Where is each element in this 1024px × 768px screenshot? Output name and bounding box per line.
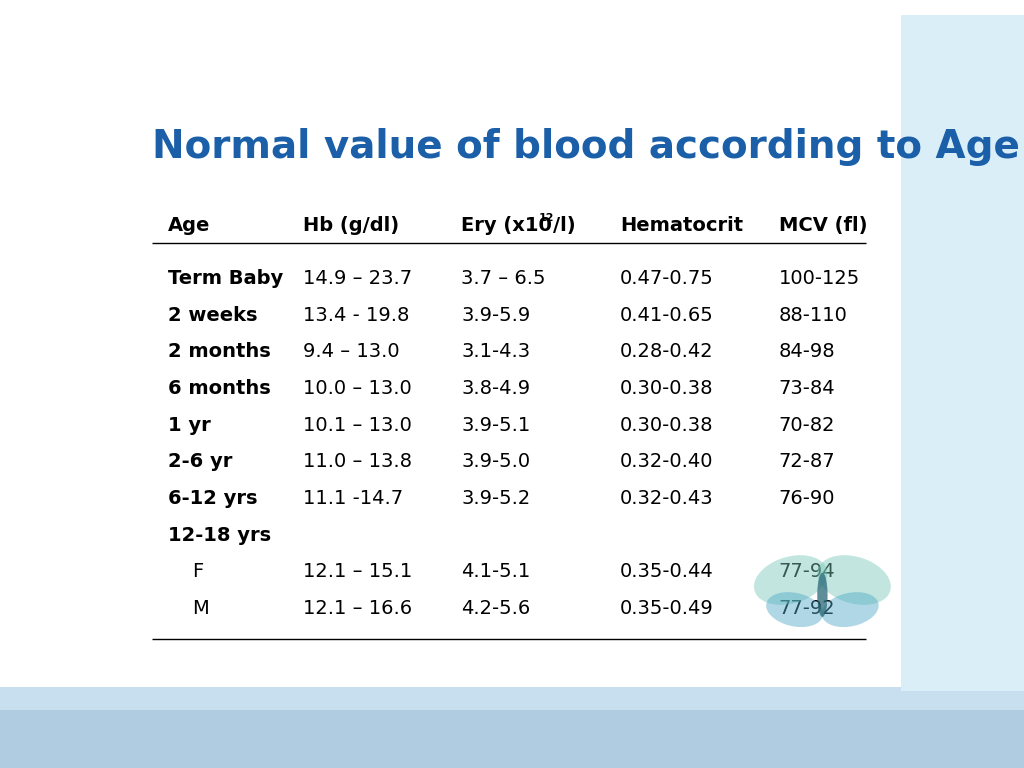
Text: 3.7 – 6.5: 3.7 – 6.5 [461,269,546,288]
Text: Term Baby: Term Baby [168,269,283,288]
Text: 84-98: 84-98 [778,343,836,361]
Text: 0.47-0.75: 0.47-0.75 [620,269,714,288]
Text: 12-18 yrs: 12-18 yrs [168,525,270,545]
Text: 73-84: 73-84 [778,379,836,398]
Text: 88-110: 88-110 [778,306,848,325]
Text: 10.1 – 13.0: 10.1 – 13.0 [303,415,412,435]
Text: 0.30-0.38: 0.30-0.38 [620,415,714,435]
Text: 6-12 yrs: 6-12 yrs [168,489,257,508]
Text: 1 yr: 1 yr [168,415,210,435]
Text: 0.30-0.38: 0.30-0.38 [620,379,714,398]
Text: 70-82: 70-82 [778,415,836,435]
Ellipse shape [754,555,827,605]
Text: 3.9-5.0: 3.9-5.0 [461,452,530,472]
Text: Ery (x10: Ery (x10 [461,216,552,235]
Text: 6 months: 6 months [168,379,270,398]
Text: /l): /l) [553,216,575,235]
Text: 0.32-0.43: 0.32-0.43 [620,489,714,508]
Ellipse shape [821,592,879,627]
Text: 72-87: 72-87 [778,452,836,472]
Ellipse shape [817,573,827,617]
Text: Age: Age [168,216,210,235]
Text: 4.1-5.1: 4.1-5.1 [461,562,530,581]
Text: 3.9-5.1: 3.9-5.1 [461,415,530,435]
Text: 0.35-0.44: 0.35-0.44 [620,562,714,581]
Text: 0.35-0.49: 0.35-0.49 [620,599,714,618]
Text: 11.0 – 13.8: 11.0 – 13.8 [303,452,412,472]
Text: 14.9 – 23.7: 14.9 – 23.7 [303,269,412,288]
Text: 2 months: 2 months [168,343,270,361]
Text: 2-6 yr: 2-6 yr [168,452,232,472]
Text: 0.28-0.42: 0.28-0.42 [620,343,714,361]
Text: 3.9-5.2: 3.9-5.2 [461,489,530,508]
Text: 12.1 – 15.1: 12.1 – 15.1 [303,562,412,581]
Text: 12: 12 [539,213,554,223]
Text: 11.1 -14.7: 11.1 -14.7 [303,489,402,508]
Text: M: M [168,599,210,618]
Text: 13.4 - 19.8: 13.4 - 19.8 [303,306,409,325]
Text: 3.1-4.3: 3.1-4.3 [461,343,530,361]
Text: MCV (fl): MCV (fl) [778,216,867,235]
Text: 12.1 – 16.6: 12.1 – 16.6 [303,599,412,618]
Text: 9.4 – 13.0: 9.4 – 13.0 [303,343,399,361]
Text: 0.41-0.65: 0.41-0.65 [620,306,714,325]
Text: 77-94: 77-94 [778,562,836,581]
Text: F: F [168,562,204,581]
Text: 100-125: 100-125 [778,269,860,288]
Text: 3.9-5.9: 3.9-5.9 [461,306,530,325]
Ellipse shape [766,592,823,627]
Text: 4.2-5.6: 4.2-5.6 [461,599,530,618]
Text: Hematocrit: Hematocrit [620,216,743,235]
Text: Normal value of blood according to Age: Normal value of blood according to Age [152,127,1020,166]
Text: 76-90: 76-90 [778,489,836,508]
Ellipse shape [817,555,891,605]
Text: 10.0 – 13.0: 10.0 – 13.0 [303,379,412,398]
Text: 3.8-4.9: 3.8-4.9 [461,379,530,398]
Text: 2 weeks: 2 weeks [168,306,257,325]
Text: 0.32-0.40: 0.32-0.40 [620,452,714,472]
Text: 77-92: 77-92 [778,599,836,618]
Text: Hb (g/dl): Hb (g/dl) [303,216,398,235]
